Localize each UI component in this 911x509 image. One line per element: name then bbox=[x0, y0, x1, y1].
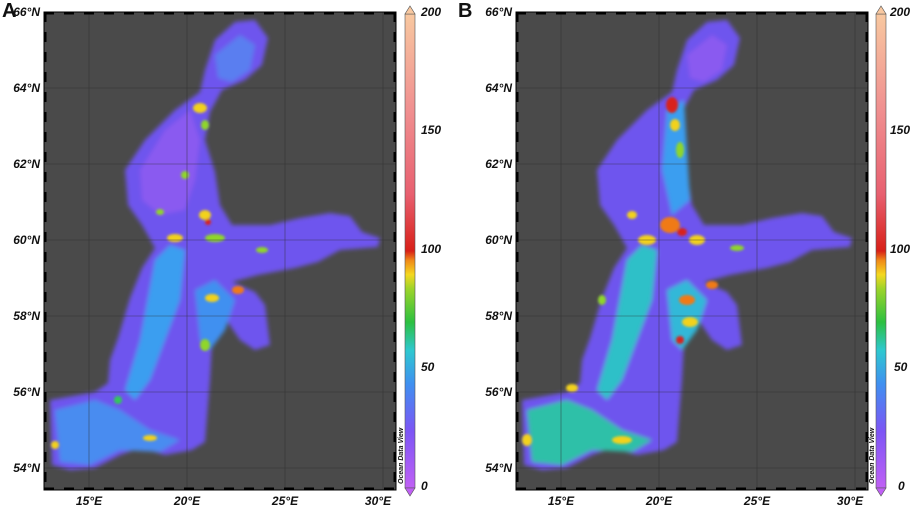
gridlines bbox=[44, 12, 396, 490]
hotspot bbox=[200, 339, 210, 351]
gulf-of-bothnia-inner bbox=[140, 110, 200, 215]
lon-label: 30°E bbox=[837, 494, 864, 508]
colorbar-bottom-arrow bbox=[875, 487, 887, 497]
hotspot bbox=[51, 441, 59, 449]
hotspot bbox=[730, 245, 744, 251]
odv-credit: Ocean Data View bbox=[398, 427, 405, 484]
lat-label: 66°N bbox=[485, 5, 512, 19]
map-panel-b: 66°N 64°N 62°N 60°N 58°N 56°N 54°N 15°E … bbox=[485, 5, 910, 508]
colorbar-top-arrow bbox=[875, 5, 887, 15]
hotspot bbox=[682, 317, 698, 327]
hotspot bbox=[256, 247, 268, 253]
lat-label: 58°N bbox=[485, 309, 512, 323]
lat-label: 56°N bbox=[13, 385, 40, 399]
hotspot bbox=[627, 211, 637, 219]
map-frame bbox=[515, 11, 869, 491]
bothnian-bay-inner bbox=[687, 35, 727, 82]
southern-basin bbox=[55, 400, 180, 465]
gridlines bbox=[516, 12, 868, 490]
odv-credit: Ocean Data View bbox=[869, 427, 876, 484]
colorbar-tick: 150 bbox=[421, 123, 441, 137]
hotspot bbox=[676, 336, 684, 344]
hotspot bbox=[232, 286, 244, 294]
colorbar-tick: 0 bbox=[421, 479, 428, 493]
colorbar-tick: 50 bbox=[894, 360, 908, 374]
lon-label: 15°E bbox=[548, 494, 575, 508]
sea-area bbox=[522, 20, 852, 470]
hotspot bbox=[199, 210, 211, 220]
colorbar-tick: 50 bbox=[421, 360, 435, 374]
colorbar-bottom-arrow bbox=[404, 487, 416, 497]
lat-label: 62°N bbox=[13, 157, 40, 171]
hotspot bbox=[205, 219, 211, 225]
lon-label: 20°E bbox=[173, 494, 201, 508]
colorbar-gradient bbox=[875, 13, 887, 489]
southern-basin bbox=[527, 400, 652, 465]
hotspot bbox=[143, 435, 157, 441]
colorbar-top-arrow bbox=[404, 5, 416, 15]
lon-label: 20°E bbox=[645, 494, 673, 508]
hotspot bbox=[666, 97, 678, 113]
coastal-band-west bbox=[125, 245, 185, 400]
colorbar-tick: 0 bbox=[898, 479, 905, 493]
lat-label: 66°N bbox=[13, 5, 40, 19]
colorbar-tick: 150 bbox=[890, 123, 910, 137]
lon-label: 25°E bbox=[271, 494, 299, 508]
lat-label: 64°N bbox=[485, 81, 512, 95]
hotspot bbox=[660, 217, 680, 233]
colorbar: 200 150 100 50 0 Ocean Data View bbox=[398, 5, 441, 497]
bothnian-bay-inner bbox=[215, 35, 255, 82]
coastal-band-east bbox=[667, 280, 707, 350]
hotspot bbox=[156, 209, 164, 215]
bothnian-sea-band bbox=[662, 100, 690, 215]
colorbar-gradient bbox=[404, 13, 416, 489]
hotspot bbox=[205, 234, 225, 242]
lat-label: 58°N bbox=[13, 309, 40, 323]
hotspot bbox=[670, 119, 680, 131]
coastal-band-west bbox=[597, 245, 657, 400]
hotspot bbox=[193, 103, 207, 113]
hotspot bbox=[566, 384, 578, 392]
baltic-sea-shape bbox=[50, 20, 380, 470]
hotspot bbox=[612, 436, 632, 444]
hotspot bbox=[201, 120, 209, 130]
colorbar: 200 150 100 50 0 Ocean Data View bbox=[869, 5, 910, 497]
hotspot bbox=[676, 142, 684, 158]
hotspot bbox=[677, 228, 687, 236]
baltic-sea-shape bbox=[522, 20, 852, 470]
panel-label-b: B bbox=[458, 0, 473, 22]
colorbar-tick: 100 bbox=[421, 242, 441, 256]
hotspot bbox=[114, 396, 122, 404]
hotspot bbox=[679, 295, 695, 305]
lat-label: 60°N bbox=[485, 233, 512, 247]
lat-label: 56°N bbox=[485, 385, 512, 399]
lat-label: 54°N bbox=[485, 461, 512, 475]
hotspot bbox=[181, 171, 189, 179]
lat-label: 54°N bbox=[13, 461, 40, 475]
hotspot bbox=[205, 294, 219, 302]
hotspot bbox=[167, 234, 183, 242]
colorbar-tick: 200 bbox=[420, 5, 441, 19]
lon-label: 30°E bbox=[365, 494, 392, 508]
panel-label-a: A bbox=[2, 0, 17, 22]
map-panel-a: 66°N 64°N 62°N 60°N 58°N 56°N 54°N 15°E … bbox=[13, 5, 441, 508]
colorbar-tick: 200 bbox=[889, 5, 910, 19]
map-frame bbox=[43, 11, 397, 491]
hotspot bbox=[706, 281, 718, 289]
coastal-band-east bbox=[195, 280, 235, 350]
colorbar-tick: 100 bbox=[890, 242, 910, 256]
sea-area bbox=[50, 20, 380, 470]
lat-label: 60°N bbox=[13, 233, 40, 247]
hotspot bbox=[598, 295, 606, 305]
hotspot bbox=[522, 434, 532, 446]
lat-label: 64°N bbox=[13, 81, 40, 95]
hotspots bbox=[522, 97, 744, 446]
lat-label: 62°N bbox=[485, 157, 512, 171]
lon-label: 25°E bbox=[743, 494, 771, 508]
lon-label: 15°E bbox=[76, 494, 103, 508]
